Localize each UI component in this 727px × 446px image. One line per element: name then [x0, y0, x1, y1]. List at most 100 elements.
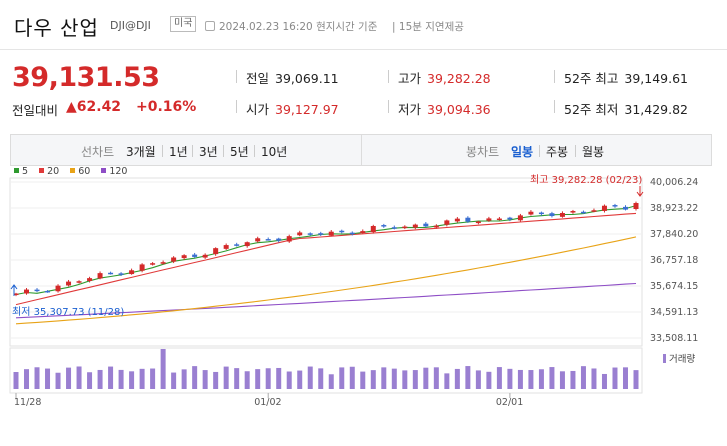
volume-bars [13, 349, 639, 389]
candle [234, 244, 240, 246]
candlestick-chart[interactable]: 40,006.24 38,923.22 37,840.20 36,757.18 35,6… [0, 172, 727, 446]
ma-legend: 5 20 60 120 [14, 166, 135, 177]
candle [559, 213, 565, 217]
volume-bar [580, 366, 586, 389]
candle [496, 218, 502, 221]
volume-bar [591, 368, 597, 389]
volume-bar [66, 367, 72, 389]
volume-bar [559, 371, 565, 389]
high-annotation: 최고 39,282.28 (02/23) [530, 174, 642, 186]
candle [318, 233, 324, 235]
x-tick-label: 11/28 [14, 397, 41, 408]
volume-bar [171, 372, 177, 389]
volume-bar [349, 366, 355, 389]
tab-period-3m[interactable]: 3개월 [126, 145, 156, 159]
candle [412, 224, 418, 228]
volume-bar [318, 368, 324, 389]
y-tick-label: 36,757.18 [650, 255, 698, 266]
change-value: ▲62.42 [66, 99, 122, 115]
volume-bar [192, 366, 198, 389]
candle [486, 218, 492, 221]
volume-bar [549, 367, 555, 389]
candle [454, 218, 460, 222]
candle [139, 264, 145, 271]
candle [213, 248, 219, 255]
legend-ma20[interactable]: 20 [39, 166, 59, 177]
volume-bar [339, 367, 345, 389]
volume-bar [423, 367, 429, 389]
plot-frame [9, 177, 643, 347]
divider [192, 145, 193, 157]
candle [276, 238, 282, 241]
candle [181, 255, 187, 259]
volume-label: 거래량 [669, 353, 695, 365]
tab-period-3y[interactable]: 3년 [199, 145, 218, 159]
candle [160, 262, 166, 264]
volume-bar [528, 370, 534, 389]
arrow-down-icon [636, 186, 644, 197]
volume-bar [612, 367, 618, 389]
tab-weekly[interactable]: 주봉 [546, 145, 569, 159]
candle [349, 232, 355, 235]
candle [360, 231, 366, 233]
volume-bar [307, 366, 313, 389]
candle [580, 211, 586, 214]
candle [328, 231, 334, 236]
candle [444, 220, 450, 225]
candle [381, 225, 387, 227]
candle [591, 210, 597, 212]
stat-prev-close: 전일 39,069.11 [246, 71, 339, 86]
volume-bar [213, 371, 219, 389]
divider [236, 70, 237, 83]
volume-bar [402, 370, 408, 389]
candle [255, 238, 261, 242]
volume-bar [139, 368, 145, 389]
candle [97, 273, 103, 279]
divider [254, 145, 255, 157]
ma-line [15, 205, 637, 296]
tab-candle-chart[interactable]: 봉차트 [466, 145, 500, 159]
volume-bar [517, 369, 523, 389]
volume-bar [87, 372, 93, 389]
candles [13, 201, 639, 297]
candle [423, 223, 429, 227]
stat-52w-low: 52주 최저 31,429.82 [564, 102, 689, 117]
volume-bar [160, 349, 166, 389]
title-bar: 다우 산업 DJI@DJI 미국 2024.02.23 16:20 현지시간 기… [0, 0, 727, 50]
y-tick-label: 38,923.22 [650, 203, 698, 214]
tab-period-10y[interactable]: 10년 [261, 145, 288, 159]
legend-ma120[interactable]: 120 [101, 166, 127, 177]
tab-period-5y[interactable]: 5년 [230, 145, 249, 159]
tab-period-1y[interactable]: 1년 [169, 145, 188, 159]
volume-bar [507, 368, 513, 389]
y-tick-label: 40,006.24 [650, 177, 698, 188]
y-tick-label: 33,508.11 [650, 333, 698, 344]
stat-52w-high: 52주 최고 39,149.61 [564, 71, 689, 86]
candle [612, 205, 618, 207]
volume-bar [150, 368, 156, 389]
legend-ma60[interactable]: 60 [70, 166, 90, 177]
legend-ma5[interactable]: 5 [14, 166, 28, 177]
volume-bar [297, 370, 303, 389]
candle [391, 227, 397, 229]
candle [297, 232, 303, 236]
chart-tabbar: 선차트 3개월 1년 3년 5년 10년 봉차트 일봉 주봉 월봉 [10, 134, 712, 166]
y-tick-label: 37,840.20 [650, 229, 698, 240]
volume-bar [622, 367, 628, 389]
candle [570, 211, 576, 213]
divider [162, 145, 163, 157]
divider [236, 100, 237, 113]
tab-monthly[interactable]: 월봉 [582, 145, 605, 159]
candle [108, 272, 114, 275]
divider [223, 145, 224, 157]
change-label: 전일대비 [12, 103, 59, 118]
candle [549, 213, 555, 217]
candle [475, 221, 481, 224]
tab-line-chart[interactable]: 선차트 [81, 145, 115, 159]
volume-bar [34, 367, 40, 389]
volume-bar [381, 367, 387, 389]
tab-daily[interactable]: 일봉 [511, 145, 534, 159]
current-price: 39,131.53 [12, 62, 160, 93]
candle [517, 215, 523, 221]
divider [575, 145, 576, 157]
